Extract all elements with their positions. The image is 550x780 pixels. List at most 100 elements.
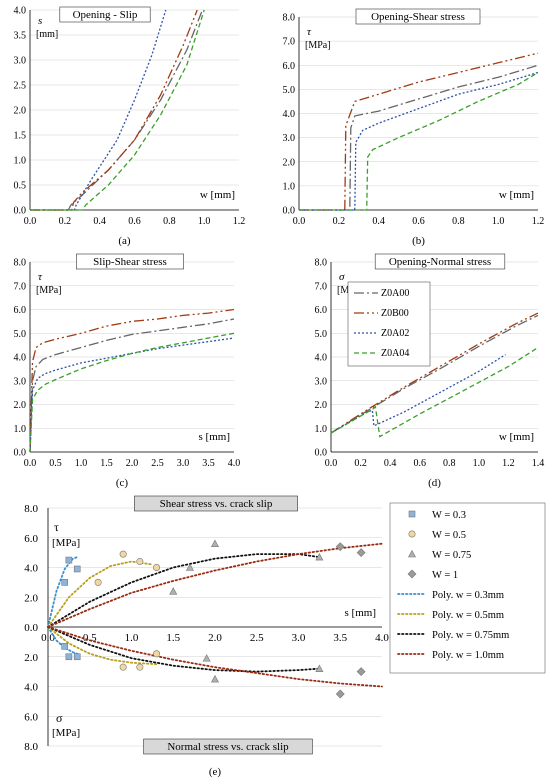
x-axis-label: w [mm]	[499, 431, 534, 443]
chart-title-bottom-box	[143, 738, 313, 755]
legend-label: Poly. w = 1.0mm	[432, 650, 504, 661]
y-tick-label: 6.0	[315, 305, 328, 316]
marker-triangle	[315, 664, 324, 672]
chart-title: Opening - Slip	[73, 9, 138, 21]
panel-label: (e)	[209, 766, 222, 778]
y-tick-label: 7.0	[315, 281, 328, 292]
y-axis-unit: [MPa]	[305, 40, 331, 51]
x-tick-label: 0.5	[49, 458, 62, 469]
series-line-z0b00	[299, 52, 539, 211]
marker-diamond	[356, 667, 366, 677]
chart-panel-b: 0.0 1.0 2.0 3.0 4.0 5.0 6.0 7.0 8.0 0.0 0.2 0.4 0.6 0…	[283, 8, 545, 247]
x-tick-label: 3.5	[202, 458, 215, 469]
marker-square	[73, 565, 81, 573]
x-tick-label: 0.8	[452, 216, 465, 227]
x-tick-label: 2.0	[208, 632, 222, 644]
marker-circle	[136, 663, 144, 671]
trendline-upper	[47, 553, 321, 628]
y-tick-label: 8.0	[283, 13, 296, 24]
tau-unit: [MPa]	[52, 537, 80, 549]
y-tick-label: 1.0	[315, 424, 328, 435]
sigma-unit: [MPa]	[52, 727, 80, 739]
y-axis-symbol: s	[38, 15, 42, 27]
y-tick-label: 0.0	[14, 448, 27, 459]
series-line-z0b00	[330, 312, 539, 434]
x-tick-label: 0.6	[413, 458, 426, 469]
y-tick-label: 2.0	[24, 652, 38, 664]
marker-triangle	[202, 654, 211, 662]
y-tick-label: 8.0	[24, 741, 38, 753]
x-tick-label: 1.4	[532, 458, 545, 469]
y-axis-symbol: σ	[339, 271, 345, 283]
legend-label: Z0A02	[381, 328, 409, 339]
y-axis-unit: [MPa]	[36, 285, 62, 296]
chart-title-box	[76, 253, 184, 270]
legend-box	[347, 281, 431, 367]
y-tick-label: 3.0	[283, 133, 296, 144]
panel-label: (a)	[118, 235, 131, 247]
x-axis-label: s [mm]	[199, 431, 230, 443]
legend-label: Poly. w = 0.3mm	[432, 590, 504, 601]
x-tick-label: 1.5	[166, 632, 180, 644]
series-line-z0a00	[29, 318, 235, 453]
chart-title: Opening-Shear stress	[371, 11, 465, 23]
series-line-z0b00	[30, 9, 198, 211]
marker-square	[61, 579, 69, 586]
y-tick-label: 0.5	[14, 181, 27, 192]
legend-label: Poly. w = 0.5mm	[432, 610, 504, 621]
marker-diamond	[356, 548, 366, 558]
chart-title-box	[355, 8, 481, 25]
y-tick-label: 6.0	[283, 61, 296, 72]
x-tick-label: 0.6	[128, 216, 141, 227]
y-tick-label: 8.0	[24, 503, 38, 515]
legend-marker-square	[408, 510, 416, 518]
x-tick-label: 0.0	[325, 458, 338, 469]
y-tick-label: 3.0	[315, 376, 328, 387]
marker-circle	[136, 558, 144, 566]
x-tick-label: 3.5	[333, 632, 347, 644]
x-tick-label: 0.0	[24, 458, 37, 469]
legend-label: W = 0.5	[432, 530, 466, 541]
panel-label: (d)	[428, 477, 441, 489]
trendline-lower	[47, 626, 383, 688]
marker-triangle	[185, 563, 194, 571]
marker-square	[65, 653, 73, 661]
trendline-lower	[47, 626, 79, 655]
y-tick-label: 2.5	[14, 81, 27, 92]
y-axis-unit: [mm]	[36, 29, 58, 40]
x-tick-label: 0.0	[24, 216, 37, 227]
y-tick-label: 8.0	[315, 258, 328, 269]
marker-triangle	[210, 539, 220, 548]
legend-label: Z0A04	[381, 348, 409, 359]
tau-symbol: τ	[54, 520, 59, 534]
y-tick-label: 2.0	[315, 400, 328, 411]
legend-marker-triangle	[407, 549, 417, 558]
y-tick-label: 7.0	[283, 37, 296, 48]
marker-circle	[153, 650, 161, 658]
trendline-upper	[47, 542, 383, 628]
x-tick-label: 0.6	[412, 216, 425, 227]
y-tick-label: 3.5	[14, 31, 27, 42]
y-tick-label: 6.0	[24, 533, 38, 545]
legend-label: Z0B00	[381, 308, 409, 319]
y-axis-symbol: τ	[307, 26, 312, 38]
marker-triangle	[169, 587, 178, 595]
x-tick-label: 1.0	[492, 216, 505, 227]
chart-title: Opening-Normal stress	[389, 256, 491, 268]
x-axis-label: s [mm]	[345, 607, 376, 619]
chart-title-box	[59, 6, 151, 23]
chart-panel-a: 0.0 0.5 1.0 1.5 2.0 2.5 3.0 3.5 4.0 0.0 0.2 0.4 0.6 0…	[14, 6, 246, 248]
y-tick-label: 4.0	[24, 682, 38, 694]
x-tick-label: 1.2	[532, 216, 545, 227]
x-tick-label: 2.0	[126, 458, 139, 469]
legend: Z0A00 Z0B00 Z0A02 Z0A04	[347, 281, 431, 367]
y-tick-label: 5.0	[315, 329, 328, 340]
legend-marker-diamond	[407, 569, 417, 579]
x-tick-label: 2.5	[250, 632, 264, 644]
x-tick-label: 0.8	[163, 216, 176, 227]
legend-label: W = 1	[432, 570, 458, 581]
chart-title-box	[374, 253, 506, 270]
x-tick-label: 3.0	[177, 458, 190, 469]
series-line-z0b00	[29, 308, 235, 453]
y-tick-label: 4.0	[14, 6, 27, 17]
